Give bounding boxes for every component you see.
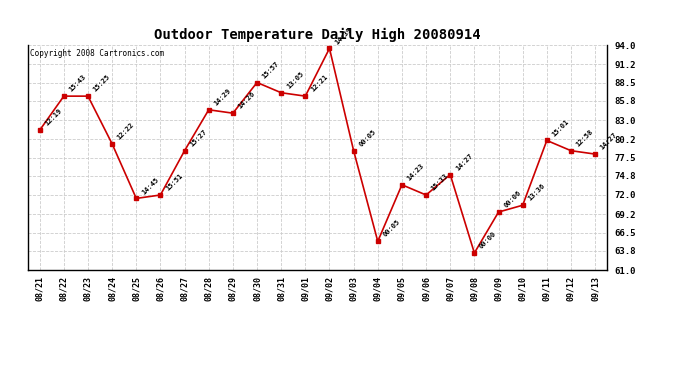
Text: 14:29: 14:29: [213, 87, 232, 106]
Text: 14:23: 14:23: [406, 162, 425, 182]
Text: 00:05: 00:05: [358, 128, 377, 147]
Text: Copyright 2008 Cartronics.com: Copyright 2008 Cartronics.com: [30, 50, 165, 58]
Text: 14:45: 14:45: [141, 176, 159, 195]
Text: 15:43: 15:43: [68, 74, 87, 93]
Text: 00:05: 00:05: [382, 219, 401, 238]
Text: 13:05: 13:05: [286, 70, 304, 90]
Title: Outdoor Temperature Daily High 20080914: Outdoor Temperature Daily High 20080914: [154, 28, 481, 42]
Text: 00:06: 00:06: [503, 190, 522, 209]
Text: 13:36: 13:36: [527, 183, 546, 202]
Text: 12:58: 12:58: [575, 128, 594, 147]
Text: 12:19: 12:19: [44, 108, 63, 127]
Text: 15:27: 15:27: [189, 128, 208, 147]
Text: 14:27: 14:27: [600, 132, 618, 151]
Text: 12:21: 12:21: [310, 74, 328, 93]
Text: 15:25: 15:25: [92, 74, 111, 93]
Text: 15:51: 15:51: [165, 172, 184, 192]
Text: 14:27: 14:27: [455, 152, 473, 171]
Text: 15:01: 15:01: [551, 118, 570, 137]
Text: 00:00: 00:00: [479, 231, 497, 250]
Text: 14:39: 14:39: [334, 26, 353, 45]
Text: 15:57: 15:57: [262, 60, 280, 80]
Text: 12:22: 12:22: [117, 122, 135, 141]
Text: 14:26: 14:26: [237, 91, 256, 110]
Text: 15:33: 15:33: [431, 172, 449, 192]
